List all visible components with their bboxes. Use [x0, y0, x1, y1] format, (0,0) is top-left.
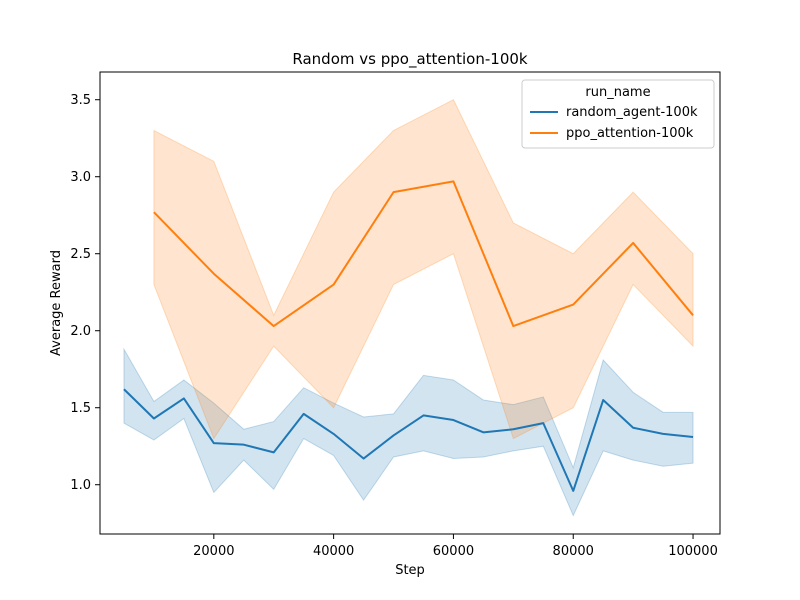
x-axis-label: Step — [395, 563, 425, 578]
line-random-agent-100k — [123, 388, 694, 492]
legend-title: run_name — [585, 85, 650, 100]
legend-items: random_agent-100k ppo_attention-100k — [530, 105, 698, 141]
band-ppo-attention-100k — [153, 99, 694, 440]
y-axis: 1.0 1.5 2.0 2.5 3.0 3.5 — [70, 93, 100, 493]
legend-label: ppo_attention-100k — [566, 126, 694, 141]
legend: run_name random_agent-100k ppo_attention-… — [521, 79, 715, 149]
legend-box — [521, 79, 715, 149]
x-axis: 20000 40000 60000 80000 100000 — [193, 534, 718, 559]
x-tick-label: 20000 — [193, 544, 234, 559]
y-tick-label: 3.0 — [70, 170, 91, 185]
series-lines — [123, 180, 694, 492]
legend-label: random_agent-100k — [566, 105, 698, 120]
confidence-bands — [123, 99, 694, 517]
chart-title: Random vs ppo_attention-100k — [292, 50, 528, 69]
y-tick-label: 3.5 — [70, 93, 91, 108]
x-tick-label: 40000 — [313, 544, 354, 559]
y-axis-label: Average Reward — [49, 250, 64, 356]
band-random-agent-100k — [123, 347, 694, 517]
y-tick-label: 2.5 — [70, 247, 91, 262]
y-tick-label: 1.0 — [70, 478, 91, 493]
x-tick-label: 60000 — [433, 544, 474, 559]
plot-area-frame — [99, 71, 721, 535]
x-tick-label: 100000 — [668, 544, 718, 559]
line-ppo-attention-100k — [153, 180, 694, 328]
y-tick-label: 2.0 — [70, 324, 91, 339]
y-tick-label: 1.5 — [70, 401, 91, 416]
x-tick-label: 80000 — [553, 544, 594, 559]
